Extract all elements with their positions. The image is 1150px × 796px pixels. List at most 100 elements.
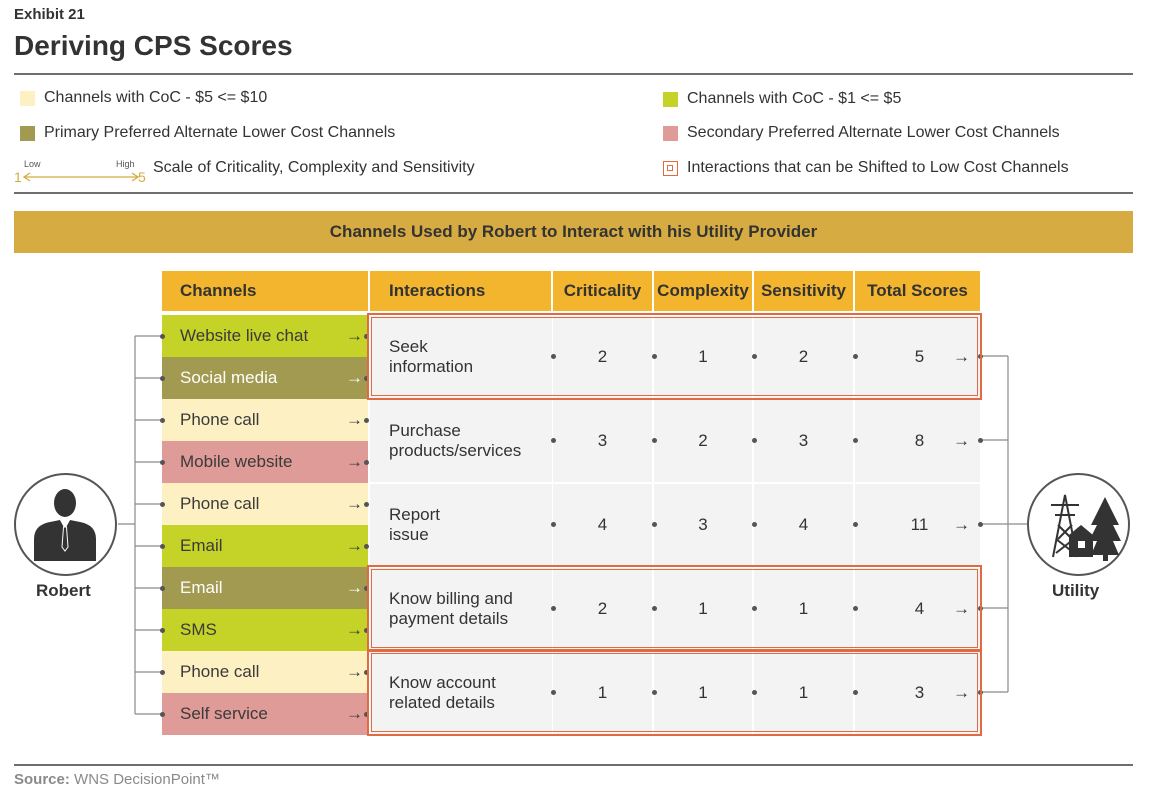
channel-row: Phone call → xyxy=(162,651,368,693)
header-interactions: Interactions xyxy=(370,271,551,311)
person-icon xyxy=(34,489,96,561)
legend-swatch xyxy=(663,125,678,141)
arrow-right-icon: → xyxy=(346,662,363,681)
channel-label: Phone call xyxy=(180,662,260,681)
robert-label: Robert xyxy=(36,581,91,600)
arrow-right-icon: → xyxy=(346,494,363,513)
arrow-right-icon: → xyxy=(346,326,363,345)
arrow-right-icon: → xyxy=(953,431,970,450)
legend-label: Channels with CoC - $1 <= $5 xyxy=(687,90,902,107)
channel-row: Phone call → xyxy=(162,399,368,441)
arrow-right-icon: → xyxy=(346,368,363,387)
arrow-right-icon: → xyxy=(953,683,970,702)
interaction-label: Know billing and payment details xyxy=(370,568,552,650)
scale-min-label: 1 xyxy=(14,169,22,185)
channel-label: Phone call xyxy=(180,494,260,513)
channel-row: Website live chat → xyxy=(162,315,368,357)
legend-item-scale: Scale of Criticality, Complexity and Sen… xyxy=(153,159,475,177)
complexity-cell: 3 xyxy=(654,484,752,566)
legend-label: Interactions that can be Shifted to Low … xyxy=(687,159,1069,176)
total-value: 4 xyxy=(914,599,925,618)
interaction-line: related details xyxy=(389,693,495,712)
channel-label: Phone call xyxy=(180,410,260,429)
channel-row: Phone call → xyxy=(162,483,368,525)
sensitivity-cell: 1 xyxy=(754,652,853,734)
total-cell: 4 → xyxy=(855,568,980,650)
channel-label: Mobile website xyxy=(180,452,293,471)
page-title: Deriving CPS Scores xyxy=(14,30,293,61)
legend-divider xyxy=(14,192,1133,194)
interaction-label: Purchase products/services xyxy=(370,400,552,482)
interaction-line: Know account xyxy=(389,673,496,692)
legend-item-secondary: Secondary Preferred Alternate Lower Cost… xyxy=(663,124,1060,142)
interaction-line: products/services xyxy=(389,441,522,460)
arrow-right-icon: → xyxy=(953,347,970,366)
interaction-line: Purchase xyxy=(389,421,461,440)
footer-divider xyxy=(14,764,1133,766)
complexity-cell: 1 xyxy=(654,652,752,734)
criticality-cell: 4 xyxy=(553,484,652,566)
utility-label: Utility xyxy=(1052,581,1100,600)
channel-label: Email xyxy=(180,578,223,597)
channel-label: Self service xyxy=(180,704,268,723)
sensitivity-cell: 2 xyxy=(754,316,853,398)
arrow-right-icon: → xyxy=(346,452,363,471)
header-criticality: Criticality xyxy=(553,271,652,311)
interaction-line: issue xyxy=(389,525,429,544)
channel-row: SMS → xyxy=(162,609,368,651)
sensitivity-cell: 4 xyxy=(754,484,853,566)
legend-label: Scale of Criticality, Complexity and Sen… xyxy=(153,159,475,176)
channel-row: Self service → xyxy=(162,693,368,735)
legend-swatch xyxy=(663,91,678,107)
arrow-right-icon: → xyxy=(346,536,363,555)
channel-label: Email xyxy=(180,536,223,555)
robert-avatar xyxy=(14,473,117,576)
scale-max-label: 5 xyxy=(138,169,146,185)
sensitivity-cell: 3 xyxy=(754,400,853,482)
scale-legend: Low High 1 5 xyxy=(14,156,154,186)
channel-row: Email → xyxy=(162,525,368,567)
row-separator xyxy=(370,566,980,568)
legend-item-low-cost: Channels with CoC - $1 <= $5 xyxy=(663,90,901,108)
source-text: WNS DecisionPoint™ xyxy=(74,771,220,788)
scale-arrow-icon xyxy=(22,172,140,182)
interaction-line: Report xyxy=(389,505,441,524)
arrow-right-icon: → xyxy=(346,578,363,597)
channel-row: Email → xyxy=(162,567,368,609)
header-channels: Channels xyxy=(162,271,368,311)
interaction-line: payment details xyxy=(389,609,509,628)
interaction-line: Seek xyxy=(389,337,428,356)
shiftable-highlight-inner xyxy=(371,653,978,732)
criticality-cell: 3 xyxy=(553,400,652,482)
header-complexity: Complexity xyxy=(654,271,752,311)
complexity-cell: 2 xyxy=(654,400,752,482)
channel-label: Social media xyxy=(180,368,278,387)
arrow-right-icon: → xyxy=(346,410,363,429)
scale-low-label: Low xyxy=(24,159,41,169)
legend-item-shiftable: Interactions that can be Shifted to Low … xyxy=(663,159,1069,177)
shiftable-highlight-inner xyxy=(371,569,978,648)
total-value: 8 xyxy=(914,431,925,450)
channel-label: Website live chat xyxy=(180,326,309,345)
diagram-banner: Channels Used by Robert to Interact with… xyxy=(14,211,1133,253)
total-value: 3 xyxy=(914,683,925,702)
legend-label: Channels with CoC - $5 <= $10 xyxy=(44,89,268,106)
arrow-right-icon: → xyxy=(346,620,363,639)
channel-row: Mobile website → xyxy=(162,441,368,483)
interaction-label: Know account related details xyxy=(370,652,552,734)
utility-icon-circle xyxy=(1027,473,1130,576)
shiftable-highlight-frame xyxy=(367,565,982,652)
total-cell: 5 → xyxy=(855,316,980,398)
complexity-cell: 1 xyxy=(654,568,752,650)
complexity-cell: 1 xyxy=(654,316,752,398)
shiftable-highlight-frame xyxy=(367,313,982,400)
header-total: Total Scores xyxy=(855,271,980,311)
legend-item-mid-cost: Channels with CoC - $5 <= $10 xyxy=(20,89,267,107)
source-note: Source: WNS DecisionPoint™ xyxy=(14,771,220,788)
legend-swatch xyxy=(20,90,35,106)
source-label: Source: xyxy=(14,771,70,788)
arrow-right-icon: → xyxy=(953,515,970,534)
interaction-line: Know billing and xyxy=(389,589,513,608)
total-cell: 11 → xyxy=(855,484,980,566)
